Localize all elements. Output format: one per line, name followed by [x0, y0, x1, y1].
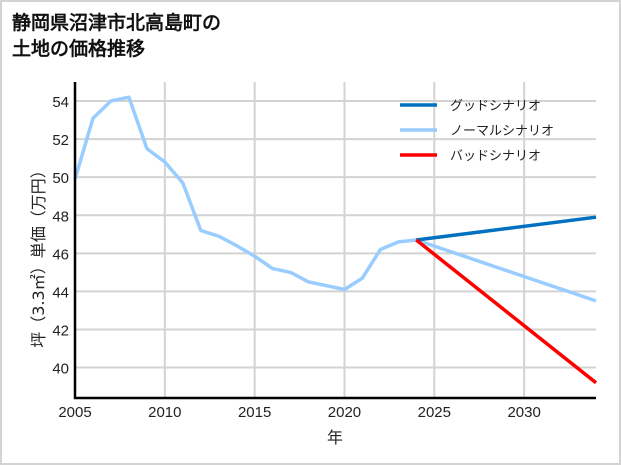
title-line-2: 土地の価格推移 [12, 38, 146, 60]
x-tick-label: 2020 [328, 404, 361, 421]
legend-label: ノーマルシナリオ [450, 124, 554, 139]
y-tick-label: 50 [52, 170, 69, 187]
y-axis-label: 坪（3.3㎡）単価（万円） [29, 162, 48, 347]
title-line-1: 静岡県沼津市北高島町の [12, 12, 222, 34]
tick-labels: 2005 2010 2015 2020 2025 2030 40 42 44 46 48 50 52 54 [52, 94, 541, 421]
series-line [415, 238, 598, 385]
y-tick-label: 54 [52, 94, 69, 111]
x-tick-label: 2010 [148, 404, 181, 421]
legend-label: グッドシナリオ [450, 99, 541, 114]
y-tick-label: 46 [52, 246, 69, 263]
series-line [73, 95, 597, 303]
x-tick-label: 2005 [58, 404, 91, 421]
x-tick-label: 2025 [418, 404, 451, 421]
y-tick-label: 42 [52, 322, 69, 339]
chart-title: 静岡県沼津市北高島町の 土地の価格推移 [12, 10, 221, 62]
axes [73, 82, 596, 400]
legend-label: バッドシナリオ [450, 149, 541, 164]
x-tick-label: 2030 [507, 404, 540, 421]
x-tick-label: 2015 [238, 404, 271, 421]
y-tick-label: 48 [52, 208, 69, 225]
series-line [416, 215, 597, 242]
series-lines [73, 95, 598, 385]
x-axis-label: 年 [327, 428, 343, 447]
y-tick-label: 40 [52, 361, 69, 378]
grid-lines [74, 82, 596, 398]
y-tick-label: 52 [52, 132, 69, 149]
y-tick-label: 44 [52, 284, 69, 301]
